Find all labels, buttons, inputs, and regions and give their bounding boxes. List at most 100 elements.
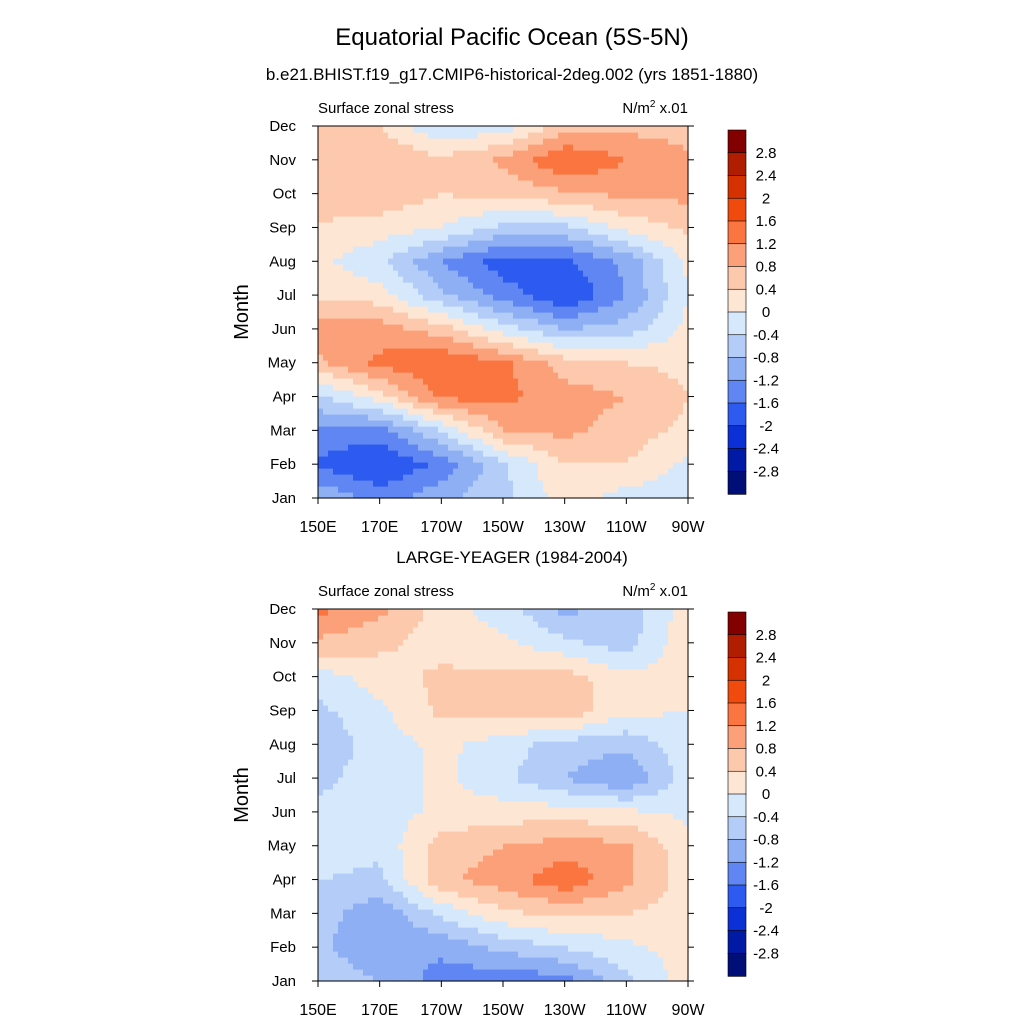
heatmap-cell	[473, 264, 479, 271]
heatmap-cell	[503, 432, 509, 439]
heatmap-cell	[588, 174, 594, 181]
heatmap-cell	[368, 456, 374, 463]
heatmap-cell	[598, 204, 604, 211]
heatmap-cell	[683, 426, 689, 433]
heatmap-cell	[518, 402, 524, 409]
heatmap-cell	[403, 342, 409, 349]
heatmap-cell	[653, 390, 659, 397]
heatmap-cell	[508, 234, 514, 241]
heatmap-cell	[393, 300, 399, 307]
heatmap-cell	[363, 234, 369, 241]
heatmap-cell	[668, 372, 674, 379]
heatmap-cell	[568, 342, 574, 349]
heatmap-cell	[478, 426, 484, 433]
heatmap-cell	[353, 204, 359, 211]
heatmap-cell	[543, 957, 549, 964]
heatmap-cell	[668, 288, 674, 295]
heatmap-cell	[643, 216, 649, 223]
heatmap-cell	[348, 354, 354, 361]
heatmap-cell	[553, 306, 559, 313]
heatmap-cell	[388, 168, 394, 175]
heatmap-cell	[513, 204, 519, 211]
heatmap-cell	[543, 180, 549, 187]
heatmap-cell	[338, 378, 344, 385]
heatmap-cell	[508, 957, 514, 964]
heatmap-cell	[613, 360, 619, 367]
heatmap-cell	[473, 324, 479, 331]
heatmap-cell	[623, 390, 629, 397]
heatmap-cell	[653, 492, 659, 499]
heatmap-cell	[453, 318, 459, 325]
heatmap-cell	[603, 957, 609, 964]
heatmap-cell	[373, 222, 379, 229]
heatmap-cell	[473, 366, 479, 373]
heatmap-cell	[468, 180, 474, 187]
heatmap-cell	[383, 378, 389, 385]
heatmap-cell	[363, 306, 369, 313]
heatmap-cell	[673, 426, 679, 433]
heatmap-cell	[353, 150, 359, 157]
heatmap-cell	[343, 354, 349, 361]
heatmap-cell	[448, 438, 454, 445]
heatmap-cell	[423, 162, 429, 169]
heatmap-cell	[538, 264, 544, 271]
heatmap-cell	[343, 408, 349, 415]
heatmap-cell	[658, 348, 664, 355]
heatmap-cell	[418, 312, 424, 319]
heatmap-cell	[343, 138, 349, 145]
heatmap-cell	[508, 228, 514, 235]
heatmap-cell	[668, 468, 674, 475]
heatmap-cell	[523, 246, 529, 253]
heatmap-cell	[403, 312, 409, 319]
heatmap-cell	[598, 270, 604, 277]
heatmap-cell	[633, 957, 639, 964]
heatmap-cell	[553, 384, 559, 391]
heatmap-cell	[668, 150, 674, 157]
heatmap-cell	[563, 444, 569, 451]
heatmap-cell	[343, 222, 349, 229]
heatmap-cell	[558, 216, 564, 223]
heatmap-cell	[463, 360, 469, 367]
heatmap-cell	[378, 168, 384, 175]
heatmap-cell	[668, 342, 674, 349]
heatmap-cell	[593, 963, 599, 970]
heatmap-cell	[383, 348, 389, 355]
heatmap-cell	[433, 180, 439, 187]
heatmap-cell	[348, 174, 354, 181]
heatmap-cell	[478, 444, 484, 451]
heatmap-cell	[628, 372, 634, 379]
heatmap-cell	[338, 402, 344, 409]
heatmap-cell	[523, 450, 529, 457]
heatmap-cell	[488, 306, 494, 313]
heatmap-cell	[493, 426, 499, 433]
heatmap-cell	[318, 963, 324, 970]
heatmap-cell	[368, 228, 374, 235]
heatmap-cell	[483, 480, 489, 487]
heatmap-cell	[498, 282, 504, 289]
heatmap-cell	[398, 372, 404, 379]
heatmap-cell	[418, 186, 424, 193]
heatmap-cell	[418, 276, 424, 283]
heatmap-cell	[493, 354, 499, 361]
heatmap-cell	[408, 336, 414, 343]
heatmap-cell	[678, 336, 684, 343]
heatmap-cell	[488, 144, 494, 151]
heatmap-cell	[403, 126, 409, 133]
heatmap-cell	[503, 354, 509, 361]
heatmap-cell	[373, 234, 379, 241]
heatmap-cell	[513, 300, 519, 307]
heatmap-cell	[438, 312, 444, 319]
heatmap-cell	[528, 150, 534, 157]
heatmap-cell	[573, 969, 579, 976]
heatmap-cell	[568, 210, 574, 217]
heatmap-cell	[323, 312, 329, 319]
heatmap-cell	[633, 156, 639, 163]
heatmap-cell	[498, 963, 504, 970]
heatmap-cell	[608, 186, 614, 193]
heatmap-cell	[618, 963, 624, 970]
heatmap-cell	[448, 354, 454, 361]
heatmap-cell	[633, 138, 639, 145]
heatmap-cell	[598, 294, 604, 301]
heatmap-cell	[523, 174, 529, 181]
heatmap-cell	[358, 969, 364, 976]
